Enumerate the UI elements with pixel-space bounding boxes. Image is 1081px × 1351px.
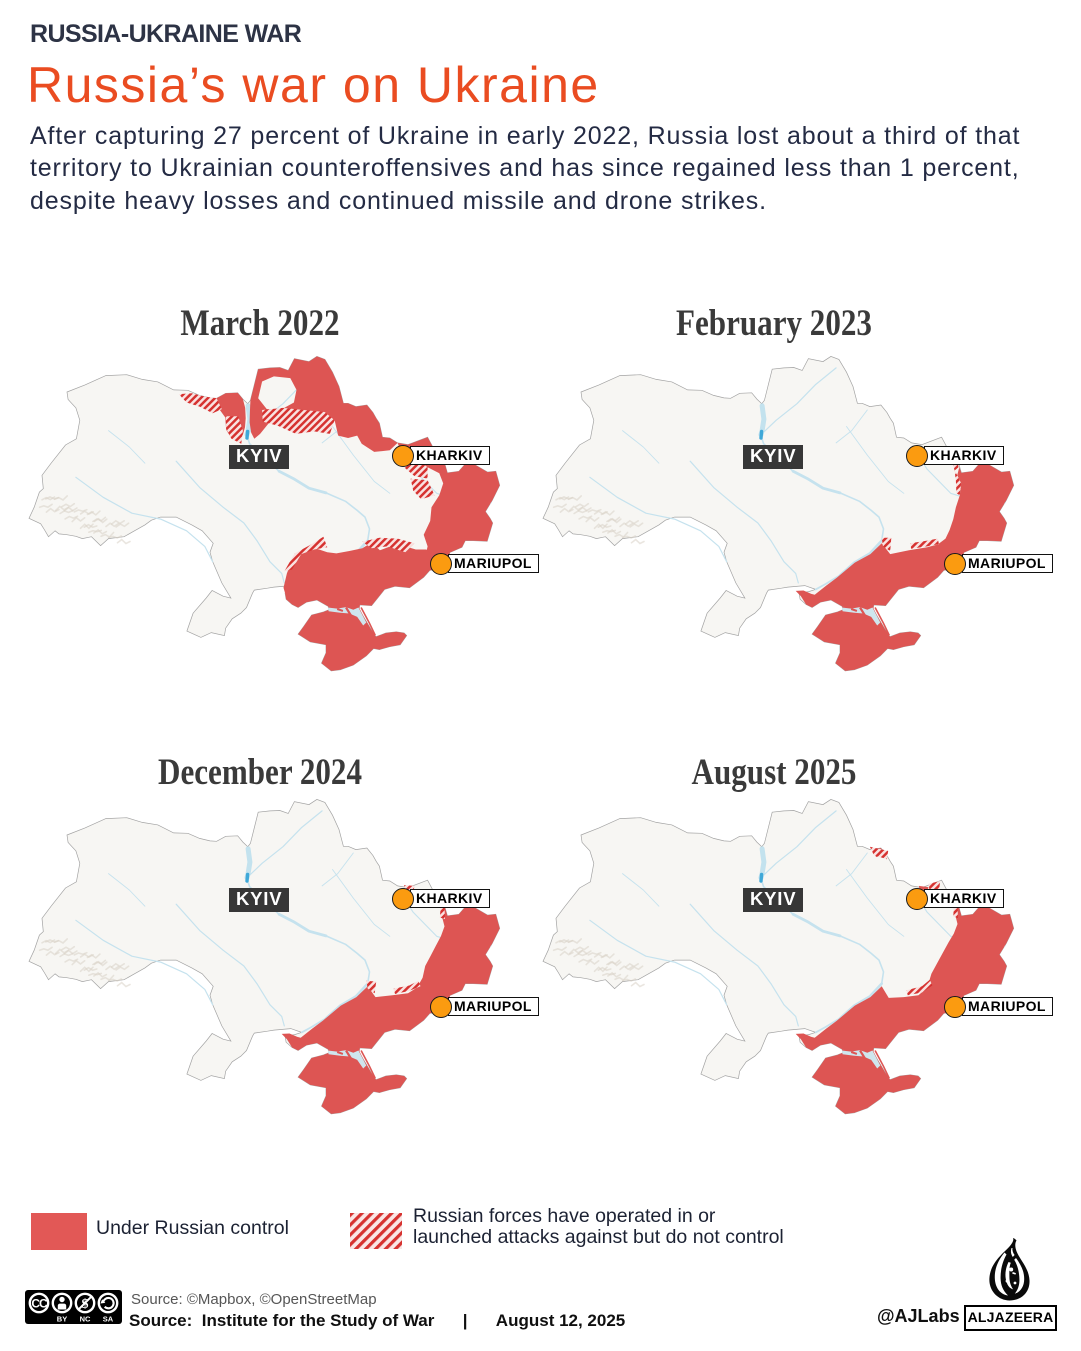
svg-text:CC: CC	[31, 1297, 48, 1311]
svg-text:SA: SA	[103, 1315, 114, 1324]
svg-text:BY: BY	[57, 1315, 67, 1324]
svg-text:NC: NC	[80, 1315, 91, 1324]
